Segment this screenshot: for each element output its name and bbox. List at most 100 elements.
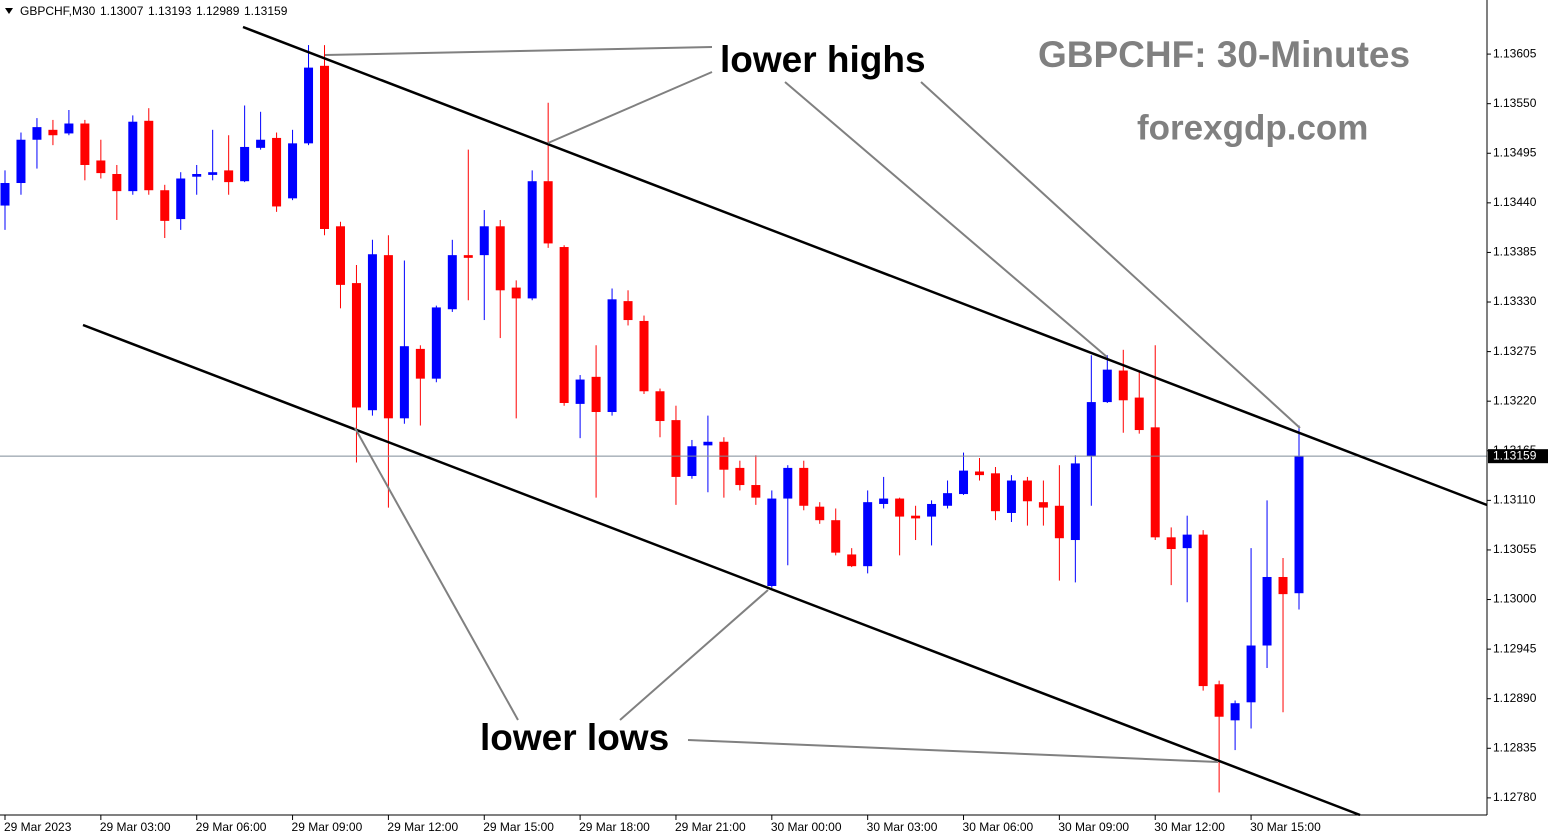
candle-body: [431, 307, 441, 379]
x-tick-label: 29 Mar 18:00: [579, 820, 650, 834]
candle-body: [687, 446, 697, 477]
x-tick-label: 30 Mar 12:00: [1154, 820, 1225, 834]
y-tick-label: 1.13605: [1493, 46, 1537, 60]
annotation: lower highs: [720, 39, 926, 80]
x-tick-label: 30 Mar 00:00: [771, 820, 842, 834]
x-tick-label: 30 Mar 15:00: [1250, 820, 1321, 834]
candle-body: [990, 473, 1000, 512]
candle-body: [1102, 369, 1112, 403]
candle-body: [847, 554, 857, 567]
candle-body: [128, 121, 138, 192]
candle-body: [1278, 576, 1288, 595]
candle-body: [959, 470, 969, 495]
candle-body: [304, 67, 314, 144]
candle-body: [48, 129, 58, 136]
axes: 1.13605 1.13550 1.13495 1.13440 1.13385 1.133…: [4, 46, 1548, 834]
x-tick-label: 29 Mar 15:00: [483, 820, 554, 834]
candle-body: [1150, 427, 1160, 538]
candle-body: [559, 247, 569, 403]
candle-body: [272, 137, 282, 207]
candle-body: [463, 255, 473, 258]
candle-body: [799, 467, 809, 506]
upper-channel-line: [242, 25, 1488, 507]
x-tick-label: 29 Mar 21:00: [675, 820, 746, 834]
header-high: 1.13193: [148, 4, 192, 18]
candle-body: [415, 348, 425, 379]
candle-body: [320, 65, 330, 229]
candle-body: [831, 520, 841, 553]
y-tick-label: 1.12945: [1493, 641, 1537, 655]
candle-body: [1182, 534, 1192, 549]
candle-body: [1086, 402, 1096, 457]
candle-body: [160, 190, 170, 221]
candle-body: [1246, 645, 1256, 703]
candle-body: [1214, 684, 1224, 717]
candle-body: [767, 498, 777, 587]
candle-body: [974, 471, 984, 476]
y-tick-label: 1.13330: [1493, 294, 1537, 308]
candle-body: [447, 255, 457, 310]
y-tick-label: 1.13220: [1493, 393, 1537, 407]
candle-body: [1166, 537, 1176, 550]
candle-body: [240, 146, 250, 182]
pointer: [547, 71, 713, 144]
y-tick-label: 1.13000: [1493, 592, 1537, 606]
candle-body: [1198, 534, 1208, 687]
y-tick-label: 1.13275: [1493, 344, 1537, 358]
candle-body: [1054, 505, 1064, 539]
candle-body: [383, 255, 393, 419]
chart-title: GBPCHF: 30-Minutes: [1038, 34, 1410, 75]
candle-body: [943, 493, 953, 506]
candle-body: [1070, 463, 1080, 541]
candle-body: [16, 139, 26, 184]
y-tick-label: 1.13110: [1493, 493, 1536, 507]
candle-body: [863, 502, 873, 567]
candle-body: [335, 226, 345, 285]
last-price-label: 1.13159: [1493, 448, 1537, 462]
candle-body: [1230, 703, 1240, 721]
candle-body: [351, 283, 361, 408]
candle-body: [895, 498, 905, 517]
candle-body: [144, 120, 154, 191]
candle-body: [80, 123, 90, 165]
y-tick-label: 1.12780: [1493, 790, 1537, 804]
candle-body: [751, 485, 761, 498]
candle-body: [256, 139, 266, 148]
candle-body: [1118, 370, 1128, 401]
x-tick-label: 29 Mar 2023: [4, 820, 72, 834]
lower-channel-line: [82, 323, 1361, 817]
candle-body: [911, 515, 921, 519]
candle-body: [192, 173, 202, 177]
y-tick-label: 1.12890: [1493, 691, 1537, 705]
menu-arrow[interactable]: [5, 8, 13, 14]
candle-body: [543, 181, 553, 244]
candle-body: [1006, 480, 1016, 513]
candle-body: [1038, 502, 1048, 508]
candle-body: [32, 127, 42, 140]
candle-body: [399, 346, 409, 419]
pointer: [619, 589, 769, 721]
pointer: [920, 81, 1301, 429]
pointer: [324, 46, 713, 56]
candle-body: [1294, 456, 1304, 594]
x-tick-label: 29 Mar 06:00: [196, 820, 267, 834]
candle-body: [735, 467, 745, 486]
header-open: 1.13007: [100, 4, 144, 18]
candle-body: [783, 467, 793, 499]
candle-body: [224, 170, 234, 183]
plot-area: [0, 45, 1487, 793]
candle-body: [879, 498, 889, 504]
candle-body: [176, 178, 186, 220]
last-price-box: [1488, 449, 1548, 464]
candle-body: [1022, 480, 1032, 502]
pointer: [354, 427, 519, 721]
y-tick-label: 1.13550: [1493, 96, 1537, 110]
candle-body: [96, 160, 106, 174]
candle-body: [591, 376, 601, 413]
candle-body: [495, 226, 505, 291]
candle-body: [288, 143, 298, 199]
chart-subtitle: forexgdp.com: [1137, 108, 1368, 147]
candle-body: [655, 391, 665, 422]
annotation-pointers: [324, 46, 1301, 763]
